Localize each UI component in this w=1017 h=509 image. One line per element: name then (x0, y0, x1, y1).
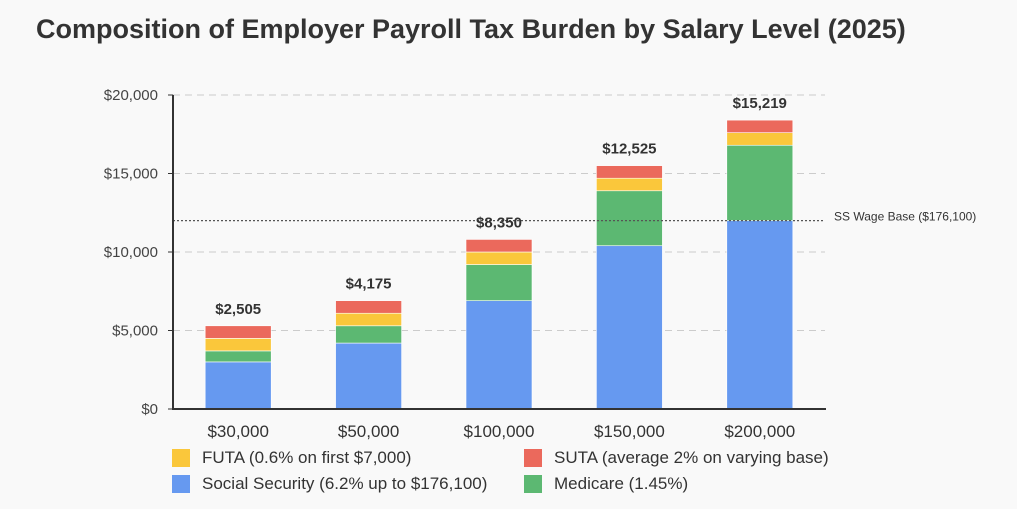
bar-segment-ss (596, 245, 663, 410)
legend-item-social-security: Social Security (6.2% up to $176,100) (172, 474, 524, 494)
x-axis-ticks: $30,000 $50,000 $100,000 $150,000 $200,000 (207, 422, 795, 441)
legend-item-suta: SUTA (average 2% on varying base) (524, 448, 854, 468)
reference-line-label: SS Wage Base ($176,100) (834, 210, 976, 224)
legend-label-futa: FUTA (0.6% on first $7,000) (202, 448, 412, 467)
bar-total-label: $4,175 (346, 276, 392, 293)
legend-label-suta: SUTA (average 2% on varying base) (554, 448, 829, 467)
y-tick-label: $0 (141, 401, 158, 418)
x-tick-label: $30,000 (207, 422, 268, 441)
chart-title: Composition of Employer Payroll Tax Burd… (36, 14, 906, 44)
bar-segment-medicare (335, 325, 402, 344)
bar-segment-futa (335, 312, 402, 327)
bar-segment-futa (204, 338, 272, 352)
bar-segment-ss (726, 220, 794, 410)
bar-segment-medicare (204, 350, 272, 363)
x-tick-label: $150,000 (594, 422, 665, 441)
y-tick-label: $15,000 (104, 166, 158, 183)
legend-label-medicare: Medicare (1.45%) (554, 474, 689, 493)
bar-segment-ss (204, 361, 272, 410)
bar-segment-futa (596, 177, 663, 192)
bar-segment-futa (726, 132, 794, 146)
bar-total-label: $8,350 (476, 214, 522, 231)
y-tick-label: $10,000 (104, 244, 158, 261)
chart-plot-area: $0 $5,000 $10,000 $15,000 $20,000 SS Wage Ba… (104, 87, 977, 441)
bar-total-label: $15,219 (733, 95, 787, 112)
bars (204, 119, 794, 410)
legend-label-social-security: Social Security (6.2% up to $176,100) (202, 474, 488, 493)
legend-item-futa: FUTA (0.6% on first $7,000) (172, 448, 524, 468)
bar-segment-suta (204, 325, 272, 339)
legend-swatch-suta (524, 449, 542, 467)
x-tick-label: $50,000 (338, 422, 399, 441)
bar-segment-futa (465, 251, 533, 265)
bar-segment-medicare (465, 264, 533, 301)
bar-segment-ss (465, 300, 533, 410)
y-tick-label: $20,000 (104, 87, 158, 104)
bar-total-label: $12,525 (602, 141, 656, 158)
bar-segment-medicare (596, 190, 663, 247)
bar-segment-suta (726, 119, 794, 133)
y-axis-ticks: $0 $5,000 $10,000 $15,000 $20,000 (104, 87, 173, 418)
legend: FUTA (0.6% on first $7,000) SUTA (averag… (172, 448, 854, 494)
bar-segment-medicare (726, 144, 794, 221)
bar-segment-ss (335, 342, 402, 410)
bar-segment-suta (465, 239, 533, 253)
legend-swatch-medicare (524, 475, 542, 493)
bar-total-label: $2,505 (215, 301, 261, 318)
total-labels: $2,505 $4,175 $8,350 $12,525 $15,219 (215, 95, 787, 318)
x-tick-label: $200,000 (724, 422, 795, 441)
legend-swatch-social-security (172, 475, 190, 493)
legend-item-medicare: Medicare (1.45%) (524, 474, 854, 494)
bar-segment-suta (335, 300, 402, 314)
y-tick-label: $5,000 (112, 323, 158, 340)
reference-line-group: SS Wage Base ($176,100) (173, 210, 976, 224)
bar-segment-suta (596, 165, 663, 179)
x-tick-label: $100,000 (464, 422, 535, 441)
legend-swatch-futa (172, 449, 190, 467)
